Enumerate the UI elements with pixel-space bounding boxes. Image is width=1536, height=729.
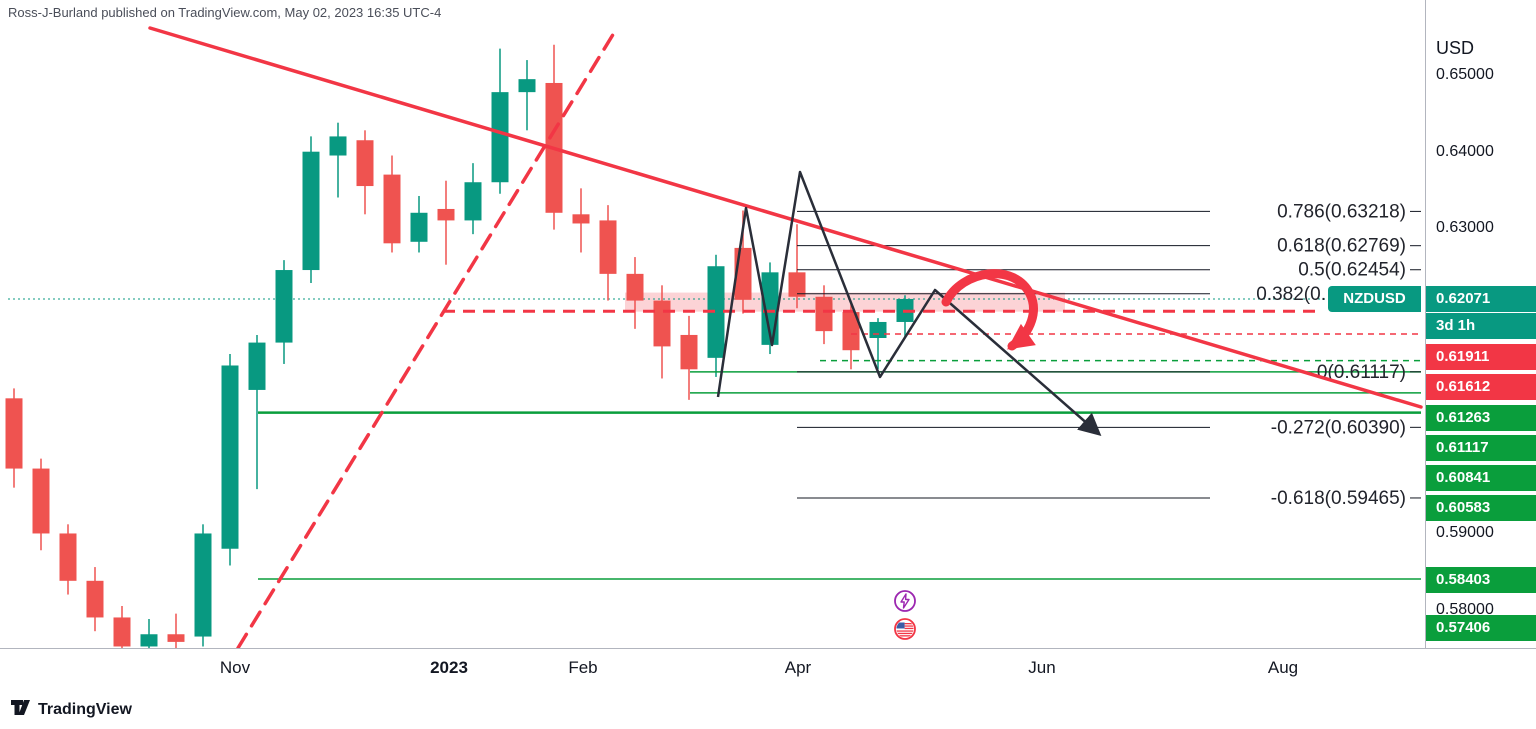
candle[interactable]	[437, 180, 455, 265]
price-tick-label: 0.65000	[1436, 66, 1494, 84]
time-tick-label: Nov	[219, 658, 251, 677]
descending-resistance-trendline[interactable]	[148, 26, 1423, 409]
candle[interactable]	[491, 48, 509, 194]
symbol-name-badge: NZDUSD	[1328, 286, 1421, 312]
candle[interactable]	[140, 618, 158, 659]
candle[interactable]	[842, 302, 860, 370]
price-badge: 0.61117	[1426, 435, 1536, 461]
currency-label: USD	[1436, 38, 1475, 58]
time-tick-label: Feb	[568, 658, 598, 677]
candle[interactable]	[59, 524, 77, 595]
candle[interactable]	[32, 458, 50, 551]
tradingview-logo-icon[interactable]	[10, 699, 31, 721]
price-badge: 0.58403	[1426, 567, 1536, 593]
attribution-text: Ross-J-Burland published on TradingView.…	[8, 5, 442, 20]
price-badge: 0.61612	[1426, 374, 1536, 400]
candle[interactable]	[113, 606, 131, 656]
price-tick-label: 0.59000	[1436, 524, 1494, 542]
candle[interactable]	[167, 613, 185, 653]
candle[interactable]	[86, 567, 104, 632]
price-axis[interactable]: USD 0.65000 0.64000 0.63000 0.59000 0.58000 …	[1425, 0, 1536, 648]
candle[interactable]	[572, 188, 590, 253]
candle[interactable]	[464, 163, 482, 235]
price-tick-label: 0.63000	[1436, 219, 1494, 237]
candle[interactable]	[5, 388, 23, 488]
candle[interactable]	[329, 122, 347, 198]
fib-level-label: 0.5(0.62454)	[1298, 260, 1406, 281]
candle[interactable]	[869, 318, 887, 370]
price-badge: 0.57406	[1426, 615, 1536, 641]
candle[interactable]	[788, 224, 806, 309]
candle[interactable]	[356, 130, 374, 215]
time-tick-label: 2023	[430, 658, 468, 677]
price-badge: 0.60841	[1426, 465, 1536, 491]
economic-event-lightning-icon[interactable]	[893, 589, 917, 613]
price-badge: 0.61911	[1426, 344, 1536, 370]
candle[interactable]	[383, 155, 401, 253]
price-badge: 0.61263	[1426, 405, 1536, 431]
fib-level-label: 0.786(0.63218)	[1277, 201, 1406, 222]
fib-level-label: -0.272(0.60390)	[1271, 417, 1406, 438]
price-tick-label: 0.64000	[1436, 142, 1494, 160]
time-tick-label: Jun	[1028, 658, 1056, 677]
price-badge: 0.62071	[1426, 286, 1536, 312]
highlight-band[interactable]	[625, 292, 1065, 312]
candle[interactable]	[275, 260, 293, 364]
candle[interactable]	[221, 354, 239, 566]
candle[interactable]	[545, 44, 563, 230]
broken-support-dashed-trendline[interactable]	[236, 26, 619, 649]
time-tick-label: Aug	[1267, 658, 1299, 677]
time-tick-label: Apr	[784, 658, 812, 677]
candle[interactable]	[410, 195, 428, 253]
candle[interactable]	[815, 285, 833, 345]
candle[interactable]	[194, 524, 212, 647]
candlestick-chart[interactable]: 0.786(0.63218) 0.618(0.62769) 0.5(0.62454)…	[0, 0, 1425, 690]
candle[interactable]	[302, 136, 320, 284]
economic-event-us-flag-icon[interactable]	[893, 617, 917, 641]
fib-level-label: 0(0.61117)	[1317, 362, 1406, 383]
projection-zigzag-arrow[interactable]	[716, 170, 1102, 436]
candle[interactable]	[626, 257, 644, 329]
price-badge: 0.60583	[1426, 495, 1536, 521]
time-axis[interactable]: Nov 2023 Feb Apr Jun Aug	[0, 648, 1536, 690]
fib-level-label: 0.618(0.62769)	[1277, 236, 1406, 257]
footer: TradingView	[0, 690, 1536, 729]
fib-level-label: -0.618(0.59465)	[1271, 488, 1406, 509]
price-tick-label: 0.58000	[1436, 600, 1494, 618]
candle[interactable]	[248, 334, 266, 490]
reversal-curved-arrow[interactable]	[941, 269, 1038, 351]
candle[interactable]	[707, 254, 725, 377]
candle[interactable]	[599, 205, 617, 301]
tradingview-logo-text[interactable]: TradingView	[38, 700, 132, 718]
candle[interactable]	[680, 315, 698, 400]
price-badge: 3d 1h	[1426, 313, 1536, 339]
fib-level-label: 0.382(0.	[1256, 284, 1326, 305]
candle[interactable]	[518, 60, 536, 131]
